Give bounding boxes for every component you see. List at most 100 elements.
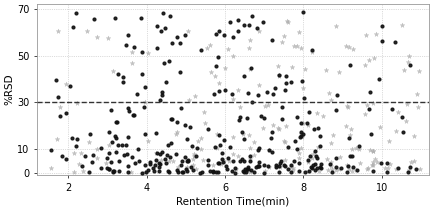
Point xyxy=(292,140,299,143)
Point xyxy=(172,153,179,156)
Point xyxy=(326,91,333,94)
Point xyxy=(130,114,137,117)
Point xyxy=(153,131,160,135)
Point xyxy=(269,130,276,134)
Point xyxy=(247,170,254,174)
Point xyxy=(114,144,121,147)
Point xyxy=(259,126,266,130)
Point xyxy=(124,136,131,139)
Point xyxy=(134,147,141,151)
Point xyxy=(107,108,114,112)
Point xyxy=(142,164,149,167)
Point xyxy=(336,155,343,158)
Point xyxy=(78,152,84,155)
Point xyxy=(416,69,423,72)
Point xyxy=(413,168,420,171)
Point xyxy=(103,157,110,160)
Point xyxy=(115,72,122,75)
Point xyxy=(207,44,214,47)
Point xyxy=(187,125,194,129)
Point xyxy=(90,17,97,21)
Point xyxy=(293,147,300,151)
Point xyxy=(345,106,352,109)
Point xyxy=(123,153,130,156)
Point xyxy=(109,140,116,144)
Point xyxy=(55,96,61,99)
Point xyxy=(75,163,82,166)
Point xyxy=(406,168,413,172)
Point xyxy=(106,131,113,134)
Point xyxy=(391,40,398,43)
Point xyxy=(145,139,152,142)
Point xyxy=(277,159,284,163)
Point xyxy=(184,166,191,169)
Point xyxy=(206,170,213,173)
Point xyxy=(310,163,317,166)
Point xyxy=(275,171,282,174)
Point xyxy=(399,23,406,27)
Point xyxy=(240,137,247,140)
Point xyxy=(250,170,257,174)
Point xyxy=(146,161,153,164)
Point xyxy=(215,133,222,136)
Point xyxy=(235,29,242,32)
Point xyxy=(224,47,231,51)
Point xyxy=(166,14,173,18)
Point xyxy=(246,159,253,162)
Point xyxy=(239,133,246,136)
Point xyxy=(174,170,181,174)
Point xyxy=(229,170,236,173)
Point xyxy=(157,158,164,162)
Point xyxy=(108,161,115,164)
Point xyxy=(110,70,117,73)
Point xyxy=(174,169,181,172)
Point xyxy=(357,161,364,165)
Point xyxy=(152,151,159,154)
Point xyxy=(138,72,145,75)
Point xyxy=(110,170,116,173)
Point xyxy=(328,99,335,102)
Point xyxy=(406,64,413,67)
Point xyxy=(220,34,227,37)
Point xyxy=(294,45,301,48)
Point xyxy=(242,167,249,170)
Point xyxy=(161,157,168,160)
Point xyxy=(370,170,377,173)
Point xyxy=(112,135,119,138)
X-axis label: Rentention Time(min): Rentention Time(min) xyxy=(176,197,290,207)
Point xyxy=(296,162,303,165)
Point xyxy=(304,159,311,162)
Point xyxy=(126,109,133,112)
Point xyxy=(183,137,190,140)
Point xyxy=(138,16,145,19)
Point xyxy=(240,169,247,173)
Point xyxy=(158,29,165,33)
Point xyxy=(85,170,92,173)
Point xyxy=(344,165,351,168)
Point xyxy=(69,136,76,139)
Point xyxy=(181,123,188,127)
Point xyxy=(164,153,171,157)
Point xyxy=(417,168,424,171)
Point xyxy=(242,170,249,173)
Point xyxy=(165,169,171,173)
Point xyxy=(287,165,294,169)
Point xyxy=(241,74,248,77)
Point xyxy=(201,110,208,114)
Point xyxy=(281,165,288,168)
Point xyxy=(179,159,186,163)
Point xyxy=(401,68,408,72)
Point xyxy=(375,78,382,81)
Point xyxy=(297,47,304,50)
Point xyxy=(265,164,272,167)
Point xyxy=(354,168,361,171)
Point xyxy=(414,92,421,95)
Point xyxy=(134,92,141,95)
Point xyxy=(296,30,303,33)
Point xyxy=(135,159,142,163)
Point xyxy=(297,130,304,134)
Point xyxy=(255,146,262,150)
Point xyxy=(185,158,192,161)
Point xyxy=(247,66,254,70)
Point xyxy=(185,30,192,33)
